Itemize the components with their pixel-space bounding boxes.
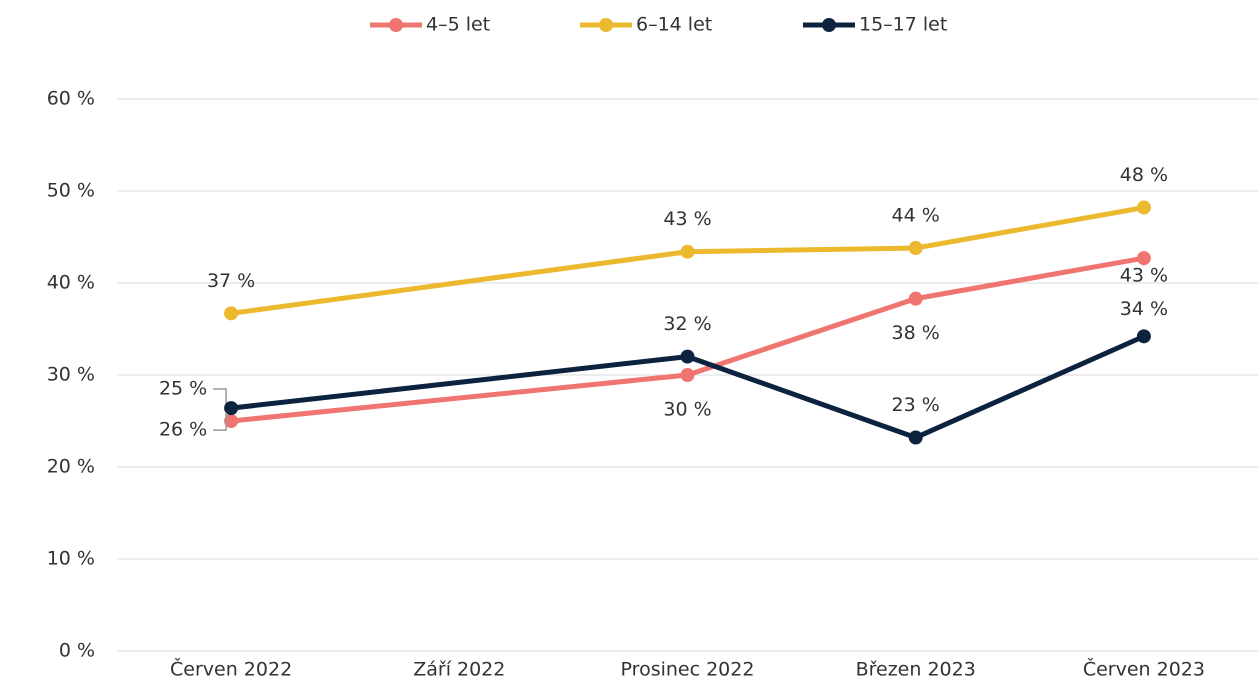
x-tick-label: Březen 2023 bbox=[856, 659, 976, 681]
legend-label: 6–14 let bbox=[636, 14, 712, 36]
y-tick-label: 0 % bbox=[59, 640, 95, 662]
series-line bbox=[685, 296, 919, 378]
data-point bbox=[1136, 200, 1151, 215]
data-label: 25 % bbox=[159, 378, 207, 400]
data-label: 43 % bbox=[663, 208, 711, 230]
x-tick-label: Červen 2022 bbox=[170, 657, 292, 681]
data-label: 23 % bbox=[892, 394, 940, 416]
data-point bbox=[680, 368, 695, 382]
series-line bbox=[228, 249, 690, 316]
y-tick-label: 20 % bbox=[47, 456, 95, 478]
legend-label: 15–17 let bbox=[859, 14, 947, 36]
y-tick-label: 40 % bbox=[47, 272, 95, 294]
data-point bbox=[680, 244, 695, 259]
series-line bbox=[228, 372, 690, 424]
y-tick-label: 30 % bbox=[47, 364, 95, 386]
leader-line bbox=[213, 388, 227, 417]
legend-label: 4–5 let bbox=[426, 14, 490, 36]
data-point bbox=[908, 241, 923, 256]
data-label: 37 % bbox=[207, 270, 255, 292]
series-line bbox=[913, 205, 1147, 251]
series-line bbox=[913, 333, 1147, 441]
data-label: 30 % bbox=[663, 399, 711, 421]
y-tick-label: 50 % bbox=[47, 180, 95, 202]
series-line bbox=[228, 354, 690, 411]
data-point bbox=[908, 430, 923, 445]
legend-marker bbox=[389, 18, 403, 32]
series-line bbox=[913, 255, 1147, 302]
y-tick-label: 60 % bbox=[47, 88, 95, 110]
series-line bbox=[685, 354, 919, 441]
x-tick-label: Červen 2023 bbox=[1083, 657, 1205, 681]
legend-marker bbox=[599, 18, 613, 32]
data-label: 44 % bbox=[892, 205, 940, 227]
data-label: 32 % bbox=[663, 313, 711, 335]
x-tick-label: Září 2022 bbox=[413, 659, 505, 681]
data-point bbox=[908, 291, 923, 306]
data-point bbox=[680, 349, 695, 364]
data-point bbox=[1136, 251, 1151, 266]
leader-line bbox=[213, 412, 227, 431]
series-line bbox=[685, 245, 919, 255]
data-label: 48 % bbox=[1120, 164, 1168, 186]
data-label: 26 % bbox=[159, 419, 207, 441]
data-label: 43 % bbox=[1120, 265, 1168, 287]
data-point bbox=[224, 401, 239, 416]
data-point bbox=[224, 414, 239, 428]
legend-marker bbox=[822, 18, 836, 32]
y-tick-label: 10 % bbox=[47, 548, 95, 570]
data-point bbox=[1136, 329, 1151, 344]
data-point bbox=[224, 306, 239, 321]
data-label: 38 % bbox=[892, 322, 940, 344]
x-tick-label: Prosinec 2022 bbox=[621, 659, 755, 681]
data-label: 34 % bbox=[1120, 298, 1168, 320]
